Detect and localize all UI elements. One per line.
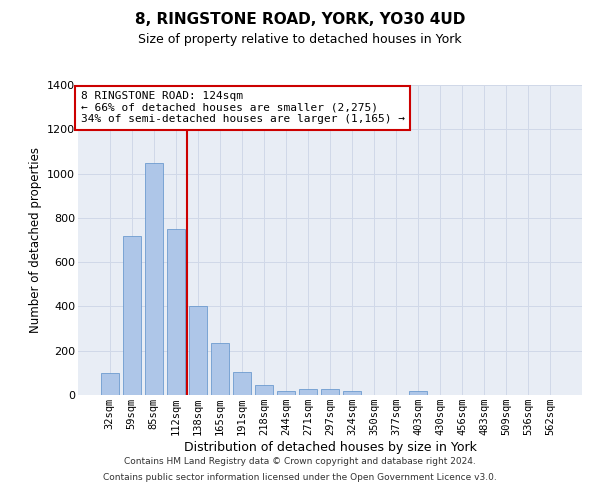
Bar [255,385,273,395]
Bar [211,343,229,395]
Bar [277,390,295,395]
Text: Contains HM Land Registry data © Crown copyright and database right 2024.: Contains HM Land Registry data © Crown c… [124,458,476,466]
Bar [321,390,339,395]
Text: 8, RINGSTONE ROAD, YORK, YO30 4UD: 8, RINGSTONE ROAD, YORK, YO30 4UD [135,12,465,28]
Bar [145,162,163,395]
Bar [167,229,185,395]
Bar [189,306,206,395]
Bar [299,389,317,395]
Bar [233,372,251,395]
Bar [343,390,361,395]
Bar [101,373,119,395]
X-axis label: Distribution of detached houses by size in York: Distribution of detached houses by size … [184,441,476,454]
Bar [409,390,427,395]
Text: Contains public sector information licensed under the Open Government Licence v3: Contains public sector information licen… [103,472,497,482]
Text: Size of property relative to detached houses in York: Size of property relative to detached ho… [138,32,462,46]
Y-axis label: Number of detached properties: Number of detached properties [29,147,41,333]
Bar [123,236,140,395]
Text: 8 RINGSTONE ROAD: 124sqm
← 66% of detached houses are smaller (2,275)
34% of sem: 8 RINGSTONE ROAD: 124sqm ← 66% of detach… [80,91,404,124]
